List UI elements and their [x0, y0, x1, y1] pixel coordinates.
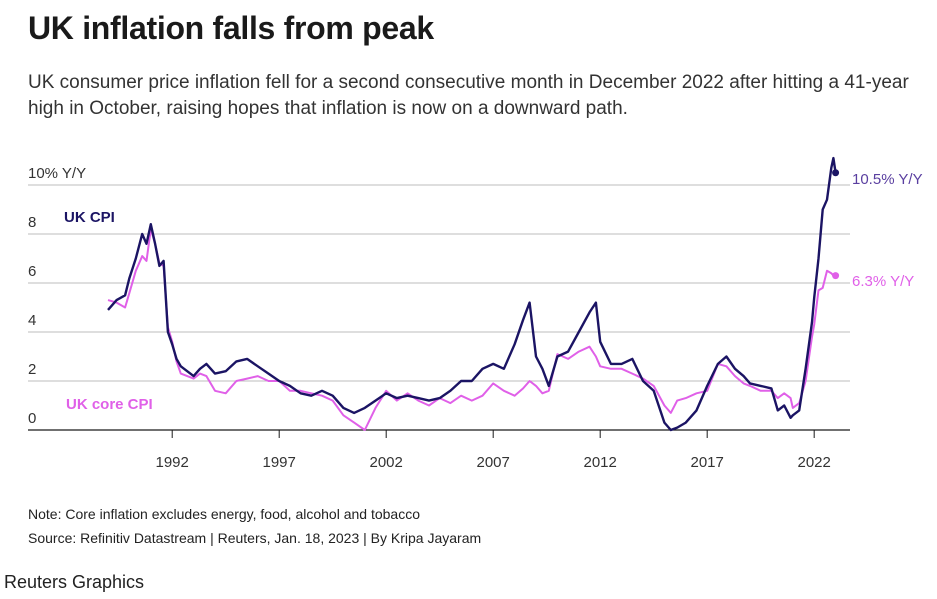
brand-logo-text: Reuters Graphics	[4, 572, 145, 592]
source-line: Source: Refinitiv Datastream | Reuters, …	[28, 530, 482, 546]
y-tick-label: 2	[28, 361, 36, 378]
y-tick-label: 0	[28, 410, 36, 427]
x-tick-label: 1992	[156, 454, 189, 471]
x-tick-label: 2007	[477, 454, 510, 471]
x-axis-ticks: 1992 1997 2002 2007 2012 2017 2022	[156, 430, 831, 471]
line-chart: 0 2 4 6 8 10% Y/Y 1992 1997 2002 2007 2012 2017 202…	[28, 156, 923, 471]
series-line-uk-cpi	[107, 156, 837, 432]
footnote: Note: Core inflation excludes energy, fo…	[28, 506, 420, 522]
x-tick-label: 1997	[263, 454, 296, 471]
series-line-uk-core-cpi	[107, 228, 836, 431]
series-lines	[107, 156, 840, 432]
end-label-uk-cpi: 10.5% Y/Y	[852, 171, 923, 188]
x-tick-label: 2002	[370, 454, 403, 471]
chart-title: UK inflation falls from peak	[28, 10, 434, 46]
x-tick-label: 2017	[690, 454, 723, 471]
series-label-uk-cpi: UK CPI	[64, 209, 115, 226]
y-tick-label: 8	[28, 214, 36, 231]
end-point-uk-cpi	[832, 169, 840, 177]
gridlines	[28, 184, 850, 431]
x-tick-label: 2012	[583, 454, 616, 471]
end-label-uk-core-cpi: 6.3% Y/Y	[852, 273, 914, 290]
x-tick-label: 2022	[797, 454, 830, 471]
y-tick-label: 6	[28, 263, 36, 280]
y-tick-label: 4	[28, 312, 36, 329]
series-label-uk-core-cpi: UK core CPI	[66, 396, 153, 413]
y-axis-ticks: 0 2 4 6 8 10% Y/Y	[28, 165, 86, 427]
y-tick-label: 10% Y/Y	[28, 165, 86, 182]
chart-subtitle: UK consumer price inflation fell for a s…	[28, 72, 909, 119]
end-point-uk-core-cpi	[832, 272, 840, 280]
